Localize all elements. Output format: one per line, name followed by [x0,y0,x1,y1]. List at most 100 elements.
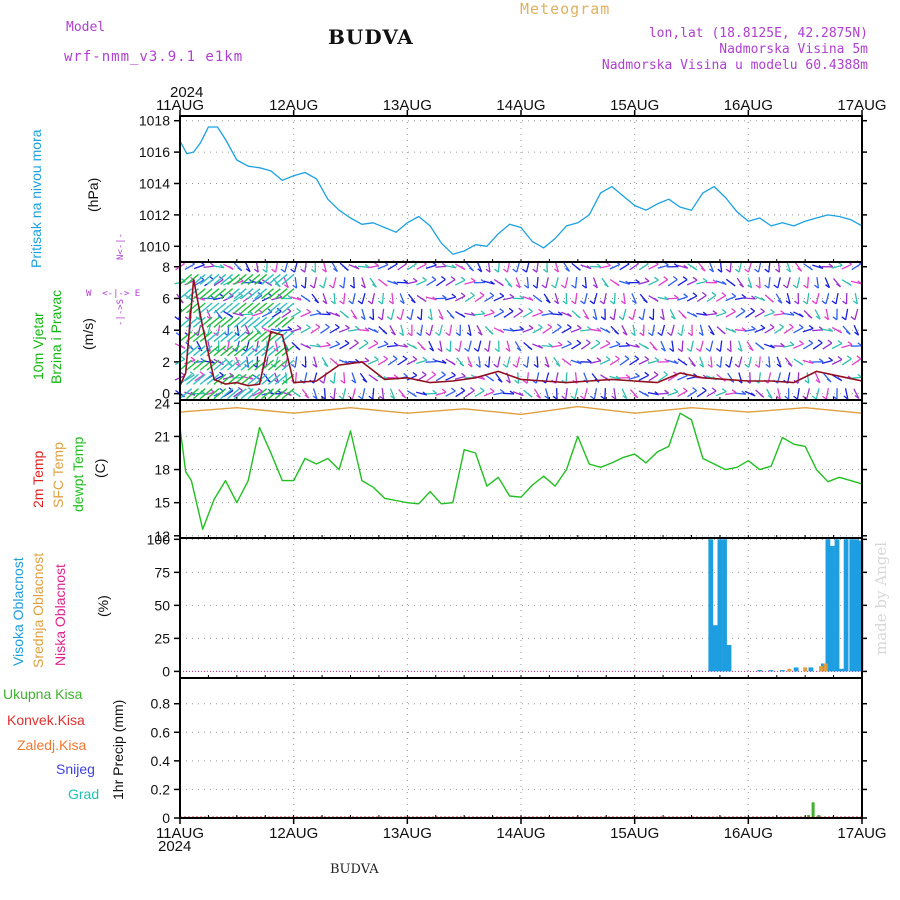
wind-barb-tick [412,393,417,398]
wind-barb-tick [846,355,852,360]
wind-barb [658,374,668,382]
wind-barb-tick [567,340,572,345]
model-label: Model [66,20,106,35]
wind-barb-tick [832,395,838,400]
ytick-label: 0.2 [151,781,171,797]
wind-barb-tick [731,389,737,394]
wind-barb-tick [180,393,185,398]
wind-barb [609,343,621,349]
wind-barb-tick [567,312,572,318]
wind-barb-tick [403,372,408,378]
wind-barb-tick [485,268,491,273]
wind-barb [609,375,621,380]
wind-barb-tick [571,300,576,305]
wind-barb-tick [473,347,479,352]
wind-barb-tick [334,323,340,328]
wind-barb [206,324,212,336]
wind-barb-dense [213,273,227,285]
wind-barb [696,280,708,285]
wind-barb-dense [261,273,274,285]
wind-barb-dense [233,302,247,314]
wind-barb [416,263,427,270]
wind-barb [686,295,698,302]
wind-barb-tick [677,348,683,353]
wind-barb [728,356,733,368]
wind-barb [648,279,659,286]
wind-barb-tick [682,361,688,366]
wind-barb [589,360,601,364]
wind-barb-tick [725,268,731,273]
wind-barb-tick [217,315,223,320]
wind-barb-tick [657,331,663,337]
wind-barb-tick [300,268,306,273]
wind-barb-tick [825,284,830,289]
wind-barb-tick [628,316,634,321]
wind-barb-tick [432,389,438,394]
wind-barb-tick [653,371,659,376]
wind-barb-tick [360,316,366,321]
wind-barb-tick [780,342,785,347]
wind-barb-tick [808,359,814,364]
wind-barb-tick [373,328,379,334]
wind-barb-dense [267,359,281,371]
wind-barb-tick [406,316,412,321]
wind-barb [541,312,553,316]
wind-barb [396,344,408,348]
wind-barb-tick [306,324,311,329]
wind-barb-dense [247,288,261,300]
wind-barb-dense [199,388,213,400]
wind-barb-tick [677,332,682,337]
wind-barb-tick [490,309,495,314]
wind-barb [738,340,743,352]
wind-barb [592,277,599,289]
wind-barb [696,312,708,316]
wind-barb [343,372,346,384]
wind-barb [464,312,476,317]
wind-speed-line [179,279,863,387]
wind-barb-dense [226,273,240,285]
wind-barb-tick [854,331,859,336]
ytick-label: 1014 [139,176,170,192]
wind-barb [677,279,688,287]
wind-barb-tick [199,276,205,281]
wind-barb [651,324,656,336]
wind-barb-tick [369,316,374,321]
cloud-mid-bar [823,663,828,672]
wind-barb [565,388,568,400]
wind-barb-tick [754,268,759,273]
wind-barb-tick [280,268,286,273]
wind-barb-dense [233,331,247,343]
wind-barb-tick [639,332,644,337]
wind-barb-tick [850,316,856,321]
wind-barb-tick [686,347,692,353]
wind-barb-tick [489,292,495,297]
wind-barb [699,340,704,352]
wind-barb [554,293,560,304]
wind-barb [744,328,756,332]
wind-barb [747,277,753,289]
wind-barb [729,340,732,352]
wind-barb [333,372,336,384]
wind-barb [483,311,495,317]
wind-barb-tick [654,356,660,362]
wind-barb [283,277,289,288]
wind-barb-tick [754,363,760,368]
wind-barb [377,358,388,366]
wind-barb-dense [274,331,288,343]
wind-barb-tick [425,331,431,337]
cloud-high-bar [834,539,840,672]
wind-barb-tick [695,347,701,352]
wind-barb [854,308,859,320]
wind-barb-tick [643,299,648,304]
wind-barb [565,372,568,384]
wind-barb-tick [775,395,781,400]
wind-barb-tick [748,347,754,352]
wind-barb-tick [459,362,465,367]
wind-barb-dense [261,288,274,300]
cloud-high-bar [830,545,835,672]
wind-barb [493,391,505,396]
wind-barb-tick [802,300,808,305]
wind-barb [377,343,389,349]
wind-barb-tick [586,358,592,363]
wind-barb-tick [570,395,576,400]
